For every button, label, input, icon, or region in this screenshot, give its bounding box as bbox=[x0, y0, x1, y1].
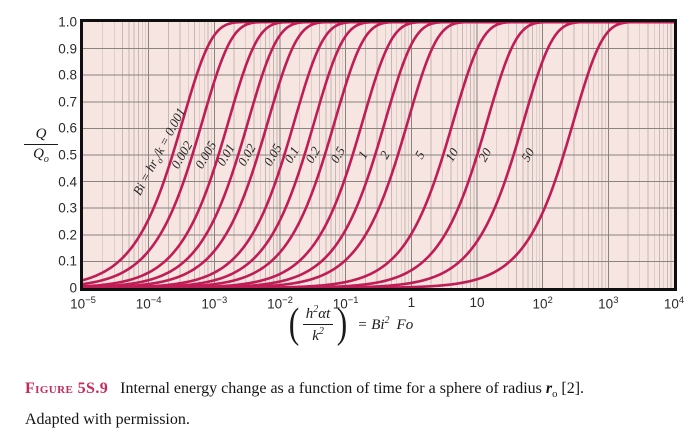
y-tick-0.1: 0.1 bbox=[58, 253, 77, 269]
curve-bi-0.002 bbox=[83, 22, 674, 286]
curve-bi-0.01 bbox=[83, 22, 674, 288]
x-tick-10^3: 103 bbox=[598, 295, 619, 312]
x-axis-label: ( h2αt k2 ) = Bi2 Fo bbox=[0, 303, 700, 345]
curve-bi-0.001 bbox=[83, 22, 674, 282]
x-tick-10^-3: 10−3 bbox=[201, 295, 228, 312]
figure-number: Figure 5S.9 bbox=[25, 380, 109, 397]
curve-bi-20 bbox=[83, 22, 674, 288]
y-tick-0.2: 0.2 bbox=[58, 227, 77, 243]
close-paren: ) bbox=[337, 301, 348, 347]
x-label-fraction: h2αt k2 bbox=[302, 304, 334, 345]
x-tick-10^-1: 10−1 bbox=[332, 295, 359, 312]
figure-caption: Figure 5S.9 Internal energy change as a f… bbox=[25, 376, 680, 431]
y-tick-0.4: 0.4 bbox=[58, 174, 77, 190]
y-tick-0.9: 0.9 bbox=[58, 41, 77, 57]
y-tick-0.8: 0.8 bbox=[58, 67, 77, 83]
x-tick-10^-2: 10−2 bbox=[267, 295, 293, 312]
y-tick-0.7: 0.7 bbox=[58, 94, 77, 110]
y-label-denominator: Qo bbox=[33, 146, 49, 165]
y-tick-0.6: 0.6 bbox=[58, 120, 77, 136]
x-label-rhs: = Bi2 Fo bbox=[357, 314, 414, 333]
x-tick-10^-5: 10−5 bbox=[70, 295, 96, 312]
curve-bi-50 bbox=[83, 22, 674, 288]
curve-bi-0.05 bbox=[83, 22, 674, 288]
x-tick-1: 1 bbox=[407, 295, 416, 310]
curve-bi-0.02 bbox=[83, 22, 674, 288]
x-tick-10^-4: 10−4 bbox=[135, 295, 162, 312]
y-tick-0: 0 bbox=[69, 280, 77, 296]
curve-bi-0.005 bbox=[83, 22, 674, 288]
plot-area: Bi = hro/k = 0.001 0.002 0.005 0.01 0.02 0.05… bbox=[80, 19, 677, 291]
x-tick-10: 10 bbox=[469, 295, 485, 310]
y-tick-0.5: 0.5 bbox=[58, 147, 77, 163]
radius-symbol: r bbox=[545, 380, 553, 397]
y-tick-0.3: 0.3 bbox=[58, 200, 77, 216]
chart-canvas bbox=[83, 22, 674, 288]
caption-text: Internal energy change as a function of … bbox=[120, 380, 546, 397]
y-label-numerator: Q bbox=[24, 126, 58, 145]
x-tick-10^4: 104 bbox=[663, 295, 685, 312]
y-axis-label: Q Qo bbox=[24, 126, 58, 165]
y-tick-1.0: 1.0 bbox=[58, 14, 77, 30]
x-tick-10^2: 102 bbox=[532, 295, 553, 312]
caption-line2: Adapted with permission. bbox=[25, 411, 190, 429]
open-paren: ( bbox=[288, 301, 300, 347]
